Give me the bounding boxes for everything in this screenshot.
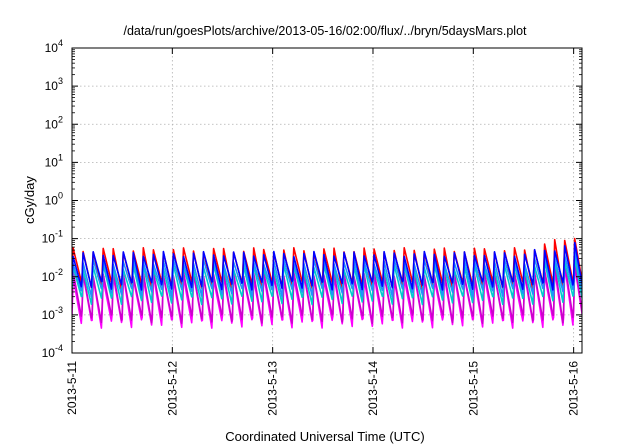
y-tick-label: 10-1 [42, 229, 63, 246]
y-tick-label: 10-3 [42, 305, 63, 322]
x-tick-label: 2013-5-12 [165, 361, 179, 416]
y-tick-label: 104 [45, 38, 63, 55]
x-tick-labels: 2013-5-11 2013-5-12 2013-5-13 2013-5-14 2013… [65, 361, 581, 416]
x-tick-label: 2013-5-15 [466, 361, 480, 416]
y-tick-label: 100 [45, 191, 63, 208]
series-line [72, 241, 582, 291]
y-tick-label: 102 [45, 114, 63, 131]
chart-title: /data/run/goesPlots/archive/2013-05-16/0… [123, 24, 527, 38]
y-axis-label: cGy/day [22, 176, 37, 224]
x-tick-label: 2013-5-16 [567, 361, 581, 416]
y-tick-label: 103 [45, 76, 63, 93]
x-axis-label: Coordinated Universal Time (UTC) [225, 429, 424, 444]
y-tick-labels: 10-4 10-3 10-2 10-1 100 101 102 103 104 [42, 38, 63, 360]
ticks [71, 47, 582, 354]
y-tick-label: 10-4 [42, 343, 63, 360]
series-layer [72, 237, 582, 329]
y-tick-label: 10-2 [42, 267, 63, 284]
x-tick-label: 2013-5-13 [266, 361, 280, 416]
series-line [72, 261, 582, 325]
y-tick-label: 101 [45, 152, 63, 169]
x-tick-label: 2013-5-11 [65, 361, 79, 415]
x-tick-label: 2013-5-14 [366, 361, 380, 416]
